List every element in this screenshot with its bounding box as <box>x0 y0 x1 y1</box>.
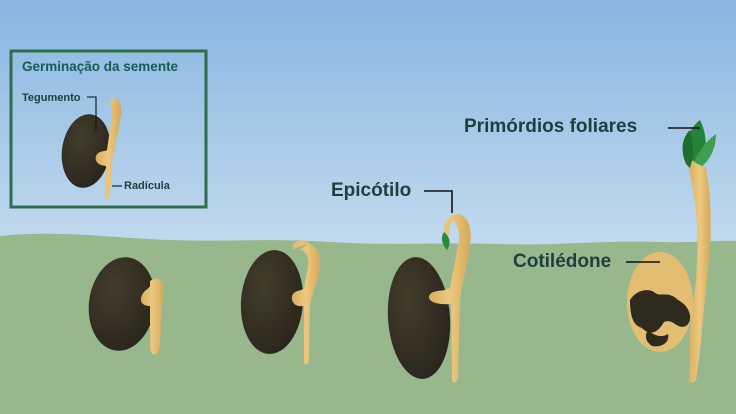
inset-leader-tegumento <box>87 96 97 130</box>
seed-stage-3 <box>387 214 471 383</box>
epicotyl-leaf <box>441 232 450 250</box>
label-epicotilo: Epicótilo <box>331 180 412 201</box>
ground <box>0 233 736 414</box>
label-cotiledone: Cotilédone <box>513 251 612 272</box>
leader-epicotilo <box>424 190 453 213</box>
inset-box <box>9 49 208 209</box>
label-tegumento: Tegumento <box>22 92 81 104</box>
seed-stage-2 <box>240 240 321 365</box>
inset-title: Germinação da semente <box>22 59 179 74</box>
seed-stage-4 <box>627 120 716 383</box>
label-radicula: Radícula <box>124 180 170 192</box>
label-primordios-foliares: Primórdios foliares <box>464 116 638 137</box>
seed-stage-1 <box>88 257 164 355</box>
